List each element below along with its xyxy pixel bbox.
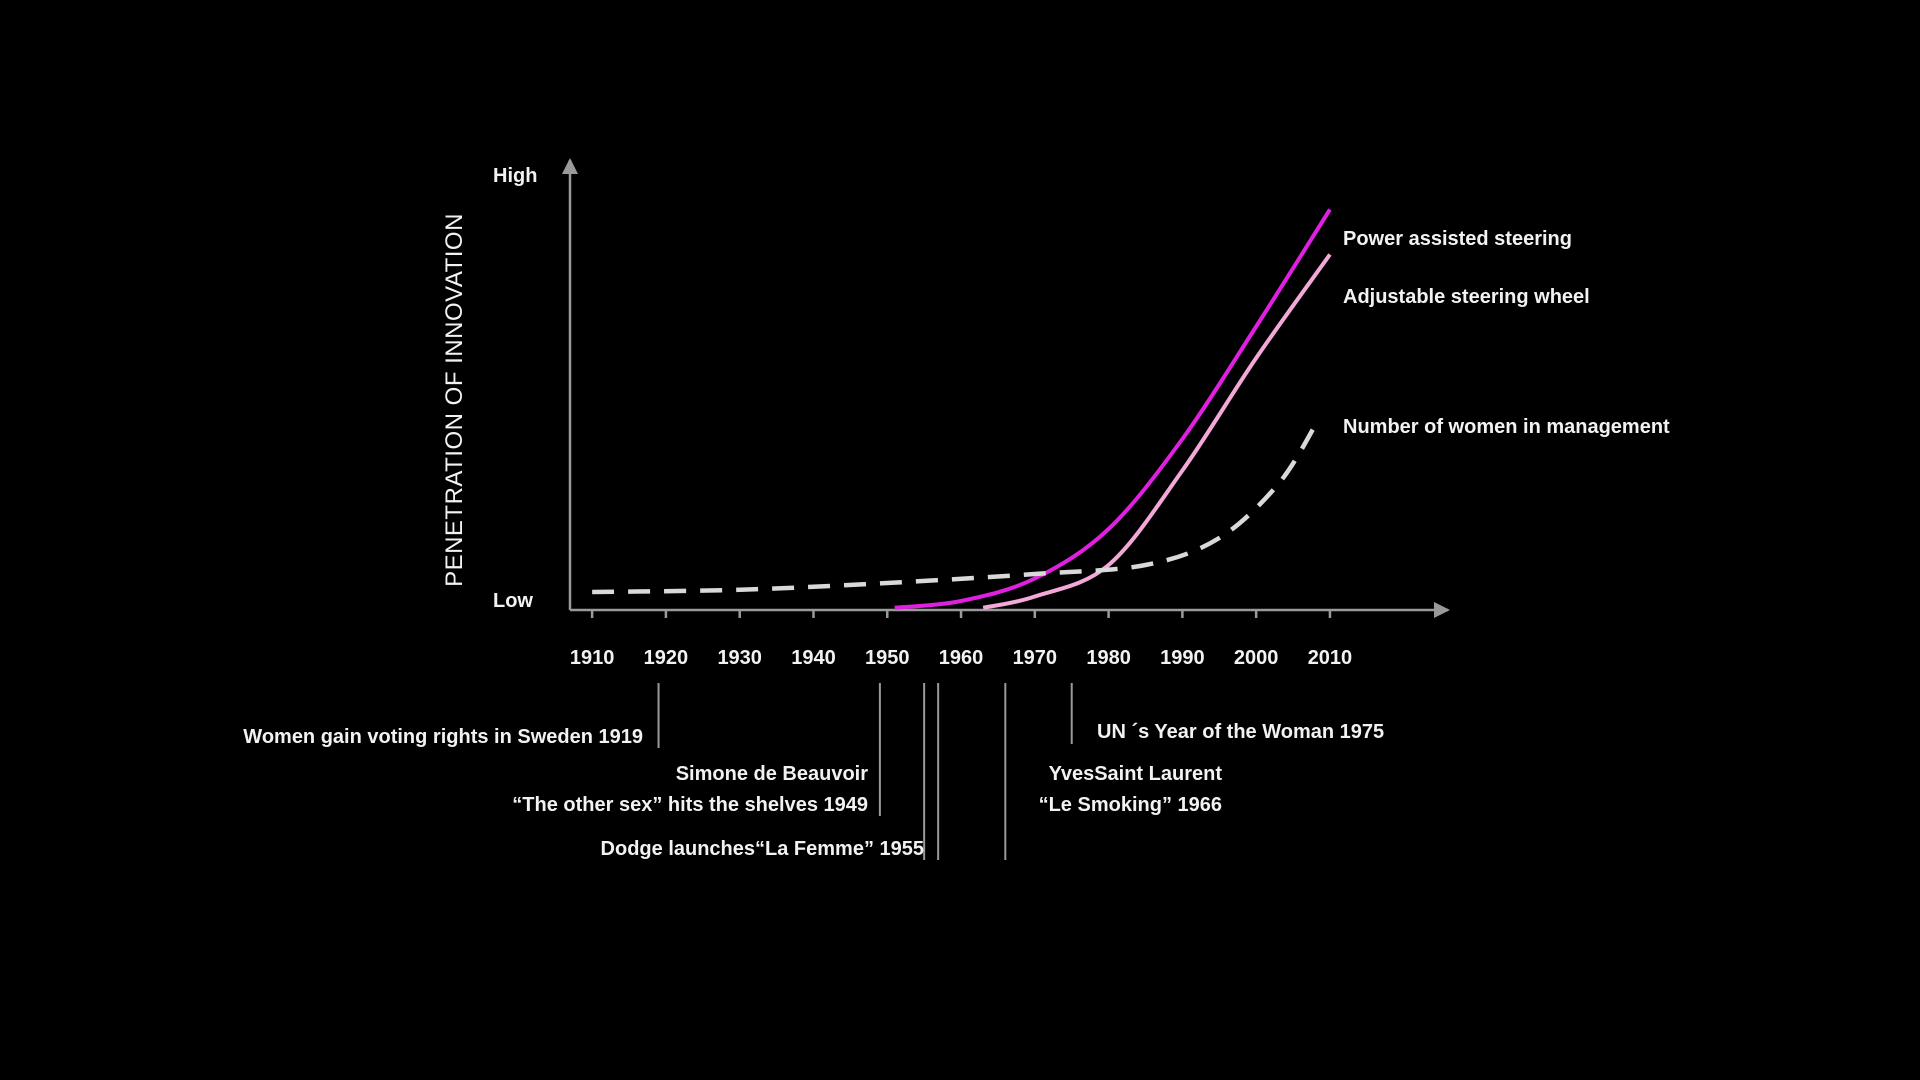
y-high-label: High — [493, 165, 537, 187]
event-label-1919-1: Women gain voting rights in Sweden 1919 — [243, 726, 643, 748]
series-label-3: Number of women in management — [1343, 416, 1670, 438]
series-label-2: Adjustable steering wheel — [1343, 286, 1590, 308]
event-label-1975-1: UN ´s Year of the Woman 1975 — [1097, 721, 1384, 743]
x-tick-label-1920: 1920 — [644, 647, 689, 669]
y-axis-arrow-icon — [562, 158, 578, 174]
x-tick-label-2010: 2010 — [1308, 647, 1353, 669]
x-tick-label-1950: 1950 — [865, 647, 910, 669]
label-layer: PENETRATION OF INNOVATION High Low — [441, 165, 537, 612]
x-axis-arrow-icon — [1434, 602, 1450, 618]
x-tick-label-1990: 1990 — [1160, 647, 1205, 669]
x-tick-label-2000: 2000 — [1234, 647, 1279, 669]
event-label-1955-1: Dodge launches“La Femme” 1955 — [601, 838, 924, 860]
series-line-1 — [894, 208, 1332, 610]
x-tick-label-1970: 1970 — [1013, 647, 1058, 669]
series-layer: Power assisted steering Adjustable steeri… — [592, 208, 1670, 610]
event-label-1949-1: Simone de Beauvoir — [676, 763, 868, 785]
x-tick-label-1960: 1960 — [939, 647, 984, 669]
event-label-1949-2: “The other sex” hits the shelves 1949 — [512, 794, 868, 816]
x-tick-label-1910: 1910 — [570, 647, 615, 669]
y-axis-title: PENETRATION OF INNOVATION — [441, 213, 468, 587]
x-tick-label-1940: 1940 — [791, 647, 836, 669]
x-tick-label-1980: 1980 — [1086, 647, 1131, 669]
event-label-1966-1: YvesSaint Laurent — [1049, 763, 1223, 785]
annotation-layer: Women gain voting rights in Sweden 1919 S… — [243, 683, 1384, 860]
series-line-3 — [592, 424, 1318, 595]
event-label-1966-2: “Le Smoking” 1966 — [1039, 794, 1222, 816]
x-tick-label-1930: 1930 — [717, 647, 762, 669]
series-line-2 — [982, 253, 1332, 610]
y-low-label: Low — [493, 590, 533, 612]
series-label-1: Power assisted steering — [1343, 228, 1572, 250]
axes: 1910 1920 1930 1940 1950 1960 1970 1980 1990 2000… — [562, 158, 1450, 669]
